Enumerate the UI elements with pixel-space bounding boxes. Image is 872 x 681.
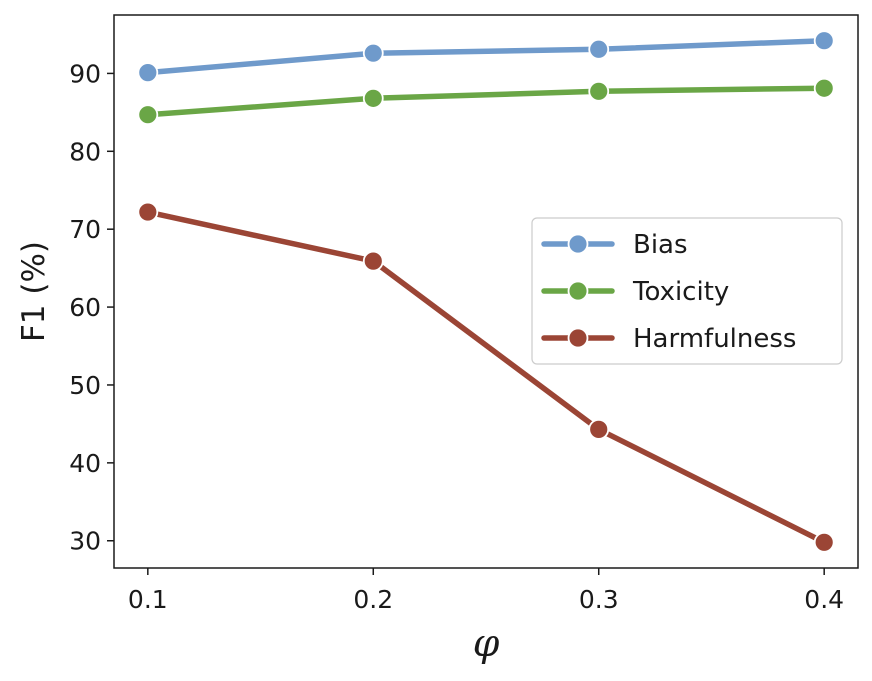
y-tick-label: 50: [69, 371, 101, 400]
legend-entry-toxicity: Toxicity: [541, 277, 729, 307]
x-tick-label: 0.4: [804, 585, 844, 614]
series-line-harmfulness: [145, 209, 827, 546]
data-point-bias: [588, 38, 610, 60]
series-line-toxicity: [145, 85, 827, 118]
data-point-bias: [813, 30, 835, 52]
data-point-harmfulness: [588, 418, 610, 440]
data-point-harmfulness: [813, 531, 835, 553]
legend-entry-bias: Bias: [541, 230, 688, 260]
series-line-bias: [145, 37, 827, 76]
legend: Bias Toxicity Harmfulness: [531, 217, 843, 365]
y-axis-label: F1 (%): [16, 241, 52, 342]
legend-label: Bias: [633, 230, 688, 260]
data-point-harmfulness: [362, 250, 384, 272]
legend-marker: [567, 233, 589, 255]
x-tick-label: 0.3: [579, 585, 619, 614]
y-tick-label: 70: [69, 215, 101, 244]
y-tick-label: 90: [69, 59, 101, 88]
series-bias: [137, 30, 835, 84]
series-toxicity: [137, 77, 835, 126]
legend-marker: [567, 280, 589, 302]
data-point-harmfulness: [137, 201, 159, 223]
series-harmfulness: [137, 201, 835, 553]
y-tick-label: 40: [69, 449, 101, 478]
plot-frame: [113, 14, 859, 569]
data-point-toxicity: [362, 87, 384, 109]
data-point-toxicity: [137, 104, 159, 126]
x-axis-ticks: 0.1 0.2 0.3 0.4: [128, 568, 844, 614]
data-point-toxicity: [588, 80, 610, 102]
legend-marker: [567, 327, 589, 349]
x-axis-label: φ: [473, 621, 500, 665]
y-tick-label: 80: [69, 137, 101, 166]
legend-label: Harmfulness: [633, 324, 796, 354]
x-tick-label: 0.1: [128, 585, 168, 614]
legend-label: Toxicity: [632, 277, 729, 307]
y-tick-label: 60: [69, 293, 101, 322]
legend-box: [531, 217, 843, 365]
legend-entry-harmfulness: Harmfulness: [541, 324, 796, 354]
plot-area: [113, 14, 859, 569]
series-layer: [137, 30, 835, 553]
y-axis-ticks: 30 40 50 60 70 80 90: [69, 59, 114, 556]
x-tick-label: 0.2: [353, 585, 393, 614]
data-point-toxicity: [813, 77, 835, 99]
data-point-bias: [137, 62, 159, 84]
y-tick-label: 30: [69, 527, 101, 556]
data-point-bias: [362, 42, 384, 64]
